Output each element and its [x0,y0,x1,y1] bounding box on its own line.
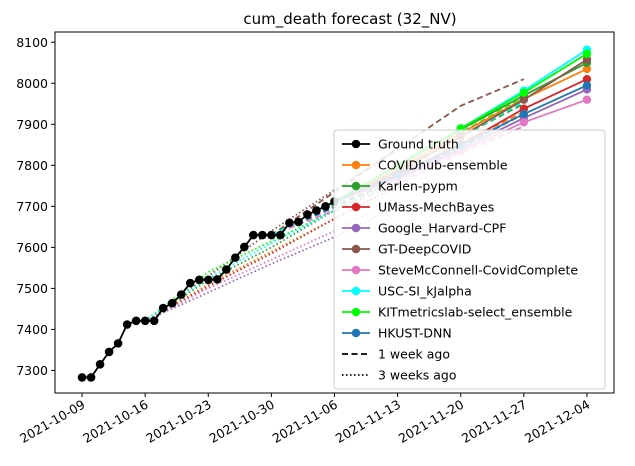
ground-truth-point [231,253,240,262]
ground-truth-point [167,298,177,308]
forecast-point-gt-deepcovid [582,55,592,64]
ground-truth-point [176,290,186,299]
x-tick-label: 2021-10-09 [17,397,87,446]
x-tick-label: 2021-11-06 [270,397,340,446]
x-tick-label: 2021-11-27 [459,397,529,446]
legend-marker [351,307,361,317]
y-tick-label: 7800 [16,158,48,173]
ground-truth-point [158,303,168,313]
ground-truth-point [240,242,249,252]
forecast-point-gt-deepcovid [519,95,529,104]
x-tick-label: 2021-12-04 [522,397,592,446]
legend-entry: 3 weeks ago [342,368,457,383]
legend-label: Google_Harvard-CPF [378,221,506,236]
y-tick-label: 7400 [16,322,48,337]
ground-truth-point [86,373,96,382]
ground-truth-point [131,316,141,326]
forecast-point-kitmetricslab-select-ensemble [519,88,529,97]
legend-entry: Ground truth [342,137,459,152]
forecast-line-usc-si-kjalpha-dotted [144,174,399,322]
ground-truth-point [194,275,204,285]
legend-label: 1 week ago [378,347,450,362]
forecast-point-stevemcconnell-covidcomplete [582,95,592,104]
legend-entry: UMass-MechBayes [342,200,494,215]
legend-entry: HKUST-DNN [342,326,452,341]
legend-label: Karlen-pypm [378,179,458,194]
ground-truth-point [203,275,213,285]
legend-label: GT-DeepCOVID [378,242,471,257]
legend-label: USC-SI_kJalpha [378,284,472,299]
legend-label: HKUST-DNN [378,326,452,341]
x-tick-label: 2021-10-23 [143,397,213,446]
ground-truth-point [294,217,303,227]
legend-entry: Google_Harvard-CPF [342,221,506,236]
legend-marker [351,328,361,338]
legend-label: COVIDhub-ensemble [378,158,508,173]
legend-entry: 1 week ago [342,347,450,362]
legend-marker [351,160,361,170]
ground-truth-point [185,278,195,288]
ground-truth-point [149,316,159,326]
legend: Ground truth COVIDhub-ensemble Karlen-pypm… [333,129,606,390]
legend-label: 3 weeks ago [378,368,457,383]
forecast-point-umass-mechbayes [582,74,592,84]
ground-truth-point [104,347,114,357]
legend-entry: GT-DeepCOVID [342,242,471,257]
legend-marker [351,265,361,275]
legend-marker [351,181,361,191]
legend-label: UMass-MechBayes [378,200,494,215]
forecast-point-kitmetricslab-select-ensemble [582,49,592,58]
forecast-point-hkust-dnn [582,81,592,90]
y-tick-label: 7900 [16,117,48,132]
ground-truth-line [82,200,335,379]
forecast-point-covidhub-ensemble [582,64,592,74]
y-tick-label: 7700 [16,199,48,214]
legend-label: SteveMcConnell-CovidComplete [378,263,578,278]
chart-title: cum_death forecast (32_NV) [243,10,456,29]
legend-label: KITmetricslab-select_ensemble [378,305,573,320]
legend-marker [351,139,361,149]
ground-truth-point [113,339,123,348]
forecast-point-stevemcconnell-covidcomplete [519,118,529,127]
legend-marker [351,202,361,212]
legend-entry: Karlen-pypm [342,179,458,194]
y-tick-label: 7600 [16,240,48,255]
legend-entry: COVIDhub-ensemble [342,158,508,173]
ground-truth-point [140,316,150,326]
legend-entry: SteveMcConnell-CovidComplete [342,263,578,278]
ground-truth-point [276,230,285,240]
legend-entry: KITmetricslab-select_ensemble [342,305,573,320]
legend-box [333,129,606,390]
ground-truth-point [212,275,222,284]
x-tick-label: 2021-10-30 [206,397,276,446]
legend-entry: USC-SI_kJalpha [342,284,472,299]
ground-truth-point [312,206,321,215]
ground-truth-point [122,320,132,329]
ground-truth-point [267,230,276,240]
y-tick-label: 8000 [16,76,48,91]
y-tick-label: 7500 [16,281,48,296]
y-tick-label: 8100 [16,35,48,50]
x-tick-label: 2021-11-13 [333,397,403,446]
forecast-line-covidhub-ensemble-dotted [144,185,399,322]
legend-marker [351,223,361,233]
legend-marker [351,244,361,254]
ground-truth-point [95,359,105,369]
ground-truth-point [258,230,267,240]
ground-truth-point [303,210,312,219]
y-tick-label: 7300 [16,363,48,378]
ground-truth-point [77,373,87,382]
ground-truth-point [249,230,258,240]
legend-label: Ground truth [378,137,459,152]
x-tick-label: 2021-11-20 [396,397,466,446]
x-tick-label: 2021-10-16 [80,397,150,446]
legend-marker [351,286,361,296]
ground-truth-point [285,218,294,228]
ground-truth-point [222,265,231,274]
ground-truth-point [321,202,330,211]
forecast-point-hkust-dnn [519,109,529,119]
